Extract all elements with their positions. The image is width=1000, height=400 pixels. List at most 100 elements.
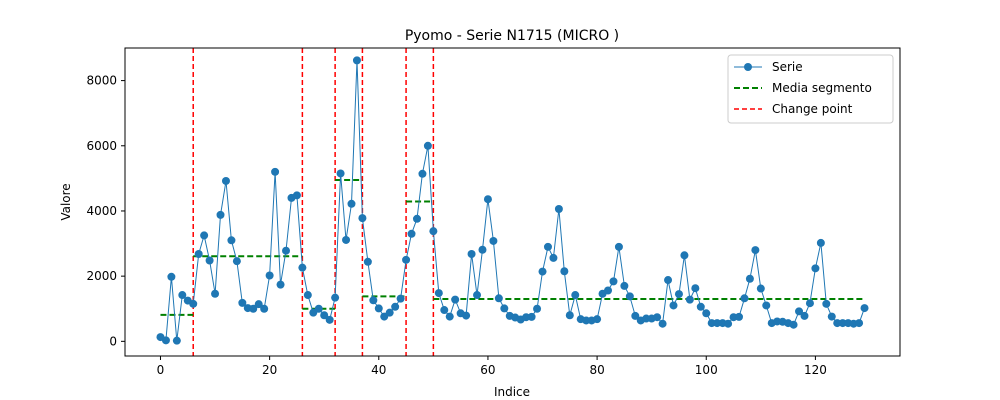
x-tick-label: 40 [371, 363, 386, 377]
y-tick-label: 8000 [86, 74, 117, 88]
series-point [172, 336, 181, 345]
series-point [800, 311, 809, 320]
series-point [260, 304, 269, 313]
series-point [200, 231, 209, 240]
y-tick-label: 0 [109, 334, 117, 348]
series-points [156, 56, 869, 345]
series-point [467, 249, 476, 258]
series-point [702, 309, 711, 318]
series-point [227, 236, 236, 245]
series-point [631, 311, 640, 320]
series-point [604, 286, 613, 295]
series-point [216, 210, 225, 219]
series-point [751, 246, 760, 255]
series-point [533, 304, 542, 313]
y-tick-label: 6000 [86, 139, 117, 153]
series-point [745, 274, 754, 283]
series-point [423, 141, 432, 150]
series-point [565, 311, 574, 320]
series-point [860, 304, 869, 313]
series-point [418, 169, 427, 178]
series-point [680, 251, 689, 260]
y-axis-label: Valore [59, 183, 73, 220]
series-point [352, 56, 361, 65]
series-point [396, 294, 405, 303]
series-point [593, 315, 602, 324]
x-axis-ticks: 0 20 40 60 80 100 120 [157, 356, 827, 377]
series-point [789, 320, 798, 329]
series-point [211, 289, 220, 298]
series-point [451, 295, 460, 304]
series-point [282, 246, 291, 255]
series-point [489, 236, 498, 245]
series-point [696, 302, 705, 311]
series-point [369, 296, 378, 305]
x-tick-label: 20 [262, 363, 277, 377]
series-point [374, 304, 383, 313]
legend-box [727, 54, 894, 124]
series-point [669, 301, 678, 310]
series-point [538, 267, 547, 276]
series-point [271, 167, 280, 176]
x-tick-label: 100 [695, 363, 718, 377]
series-point [232, 257, 241, 266]
series-point [805, 299, 814, 308]
series-point [756, 284, 765, 293]
series-point [664, 276, 673, 285]
series-point [653, 313, 662, 322]
series-point [483, 195, 492, 204]
series-point [822, 299, 831, 308]
series-point [527, 312, 536, 321]
series-point [336, 169, 345, 178]
series-point [265, 271, 274, 280]
legend-mean-label: Media segmento [772, 81, 872, 95]
series-point [254, 300, 263, 309]
series-point [194, 249, 203, 258]
series-point [734, 312, 743, 321]
series-point [412, 214, 421, 223]
series-point [189, 299, 198, 308]
series-point [276, 280, 285, 289]
series-point [363, 257, 372, 266]
y-tick-label: 2000 [86, 269, 117, 283]
series-point [445, 312, 454, 321]
series-point [827, 312, 836, 321]
series-point [724, 319, 733, 328]
y-axis-ticks: 0 2000 4000 6000 8000 [86, 74, 125, 348]
series-point [740, 294, 749, 303]
series-point [298, 263, 307, 272]
series-point [685, 295, 694, 304]
legend-change-label: Change point [772, 102, 853, 116]
series-point [407, 229, 416, 238]
series-point [249, 304, 258, 313]
series-point [500, 304, 509, 313]
series-point [167, 272, 176, 281]
series-point [205, 256, 214, 265]
series-point [178, 291, 187, 300]
series-point [314, 304, 323, 313]
series-point [816, 238, 825, 247]
series-point [434, 289, 443, 298]
series-point [609, 277, 618, 286]
chart-title: Pyomo - Serie N1715 (MICRO ) [405, 28, 619, 44]
series-point [762, 301, 771, 310]
series-point [674, 290, 683, 299]
series-point [473, 291, 482, 300]
series-point [161, 336, 170, 345]
series-point [221, 176, 230, 185]
x-tick-label: 0 [157, 363, 165, 377]
series-point [320, 311, 329, 320]
series-point [478, 245, 487, 254]
series-point [811, 264, 820, 273]
series-point [620, 281, 629, 290]
series-point [494, 294, 503, 303]
series-point [292, 191, 301, 200]
series-point [614, 242, 623, 251]
plot-frame [124, 47, 901, 357]
series-point [658, 319, 667, 328]
series-point [549, 253, 558, 262]
series-point [347, 199, 356, 208]
series-point [440, 306, 449, 315]
series-point [571, 291, 580, 300]
series-point [462, 311, 471, 320]
